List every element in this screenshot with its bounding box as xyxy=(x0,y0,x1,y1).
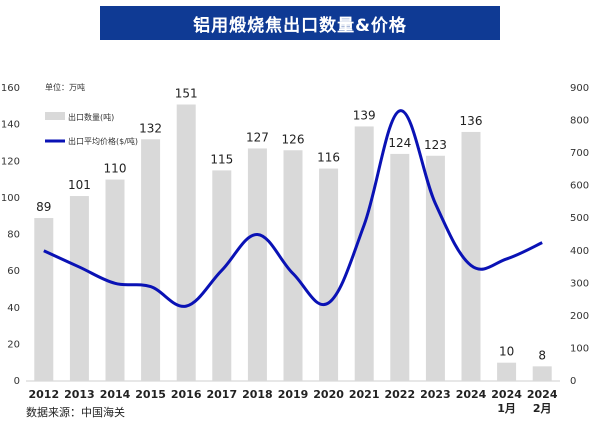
y-left-tick-label: 140 xyxy=(1,120,20,131)
y-left-tick-label: 120 xyxy=(1,156,20,167)
x-tick-label: 2024 1月 xyxy=(491,388,522,415)
bar xyxy=(247,148,267,381)
chart-title: 铝用煅烧焦出口数量&价格 xyxy=(100,6,500,40)
x-tick-label: 2023 xyxy=(420,388,451,401)
y-left-tick-label: 0 xyxy=(14,376,20,387)
x-tick-label: 2021 xyxy=(349,388,380,401)
x-tick-label: 2017 xyxy=(206,388,237,401)
bar xyxy=(141,139,161,381)
bar-value-label: 124 xyxy=(388,136,411,150)
bar xyxy=(176,104,196,381)
bar xyxy=(532,366,552,381)
x-tick-label: 2018 xyxy=(242,388,273,401)
y-left-tick-label: 80 xyxy=(7,230,20,241)
y-left-tick-label: 40 xyxy=(7,303,20,314)
y-left-tick-label: 160 xyxy=(1,83,20,94)
bar-value-label: 8 xyxy=(538,348,546,362)
bar xyxy=(34,218,54,381)
x-tick-label: 2012 xyxy=(28,388,59,401)
bar-value-label: 123 xyxy=(424,138,447,152)
x-tick-label: 2024 xyxy=(456,388,487,401)
y-right-tick-label: 900 xyxy=(570,83,589,94)
bar-series xyxy=(34,104,552,381)
x-tick-label: 2015 xyxy=(135,388,166,401)
bar-value-label: 101 xyxy=(68,178,91,192)
y-right-tick-label: 500 xyxy=(570,213,589,224)
right-axis: 0 100 200 300 400 500 600 700 800 900 xyxy=(570,83,589,387)
bar-value-label: 127 xyxy=(246,130,269,144)
y-right-tick-label: 300 xyxy=(570,278,589,289)
x-tick-label: 2022 xyxy=(384,388,415,401)
line-series xyxy=(43,109,543,308)
y-right-tick-label: 200 xyxy=(570,311,589,322)
bar xyxy=(390,153,410,381)
bar-value-label: 132 xyxy=(139,121,162,135)
y-right-tick-label: 100 xyxy=(570,343,589,354)
bar xyxy=(69,196,89,381)
legend: 单位：万吨 出口数量(吨) 出口平均价格($/吨) xyxy=(45,82,138,146)
bar-value-label: 139 xyxy=(353,108,376,122)
bar xyxy=(105,179,125,381)
y-right-tick-label: 600 xyxy=(570,181,589,192)
y-left-tick-label: 100 xyxy=(1,193,20,204)
bar-value-label: 10 xyxy=(499,345,514,359)
x-tick-label: 2014 xyxy=(100,388,131,401)
legend-bar-label: 出口数量(吨) xyxy=(68,112,114,122)
bar xyxy=(319,168,339,381)
bar-value-label: 116 xyxy=(317,151,340,165)
bar-value-label: 151 xyxy=(175,86,198,100)
x-axis-labels: 2012 2013 2014 2015 2016 2017 2018 2019 2020 2021… xyxy=(28,388,557,415)
y-left-tick-label: 20 xyxy=(7,339,20,350)
y-right-tick-label: 700 xyxy=(570,148,589,159)
bar xyxy=(354,126,374,381)
unit-note: 单位：万吨 xyxy=(45,82,85,92)
bar xyxy=(461,131,481,381)
x-tick-label: 2020 xyxy=(313,388,344,401)
x-tick-label: 2024 2月 xyxy=(527,388,558,415)
bar xyxy=(283,150,303,381)
bar xyxy=(497,362,517,381)
y-right-tick-label: 0 xyxy=(570,376,576,387)
y-right-tick-label: 400 xyxy=(570,246,589,257)
price-line xyxy=(43,109,543,308)
bar xyxy=(212,170,232,381)
bar-value-label: 136 xyxy=(460,114,483,128)
bar-value-label: 110 xyxy=(104,162,127,176)
legend-bar-swatch xyxy=(45,112,65,120)
x-tick-label: 2016 xyxy=(171,388,202,401)
y-right-tick-label: 800 xyxy=(570,116,589,127)
bar-value-labels: 89 101 110 132 151 115 127 126 116 139 124 123 136 10… xyxy=(36,86,546,362)
x-tick-label: 2019 xyxy=(278,388,309,401)
bar-value-label: 126 xyxy=(282,132,305,146)
y-left-tick-label: 60 xyxy=(7,266,20,277)
data-source-note: 数据来源：中国海关 xyxy=(26,406,125,419)
bar-value-label: 115 xyxy=(210,152,233,166)
legend-line-label: 出口平均价格($/吨) xyxy=(68,136,138,146)
x-tick-label: 2013 xyxy=(64,388,95,401)
bar-value-label: 89 xyxy=(36,200,51,214)
